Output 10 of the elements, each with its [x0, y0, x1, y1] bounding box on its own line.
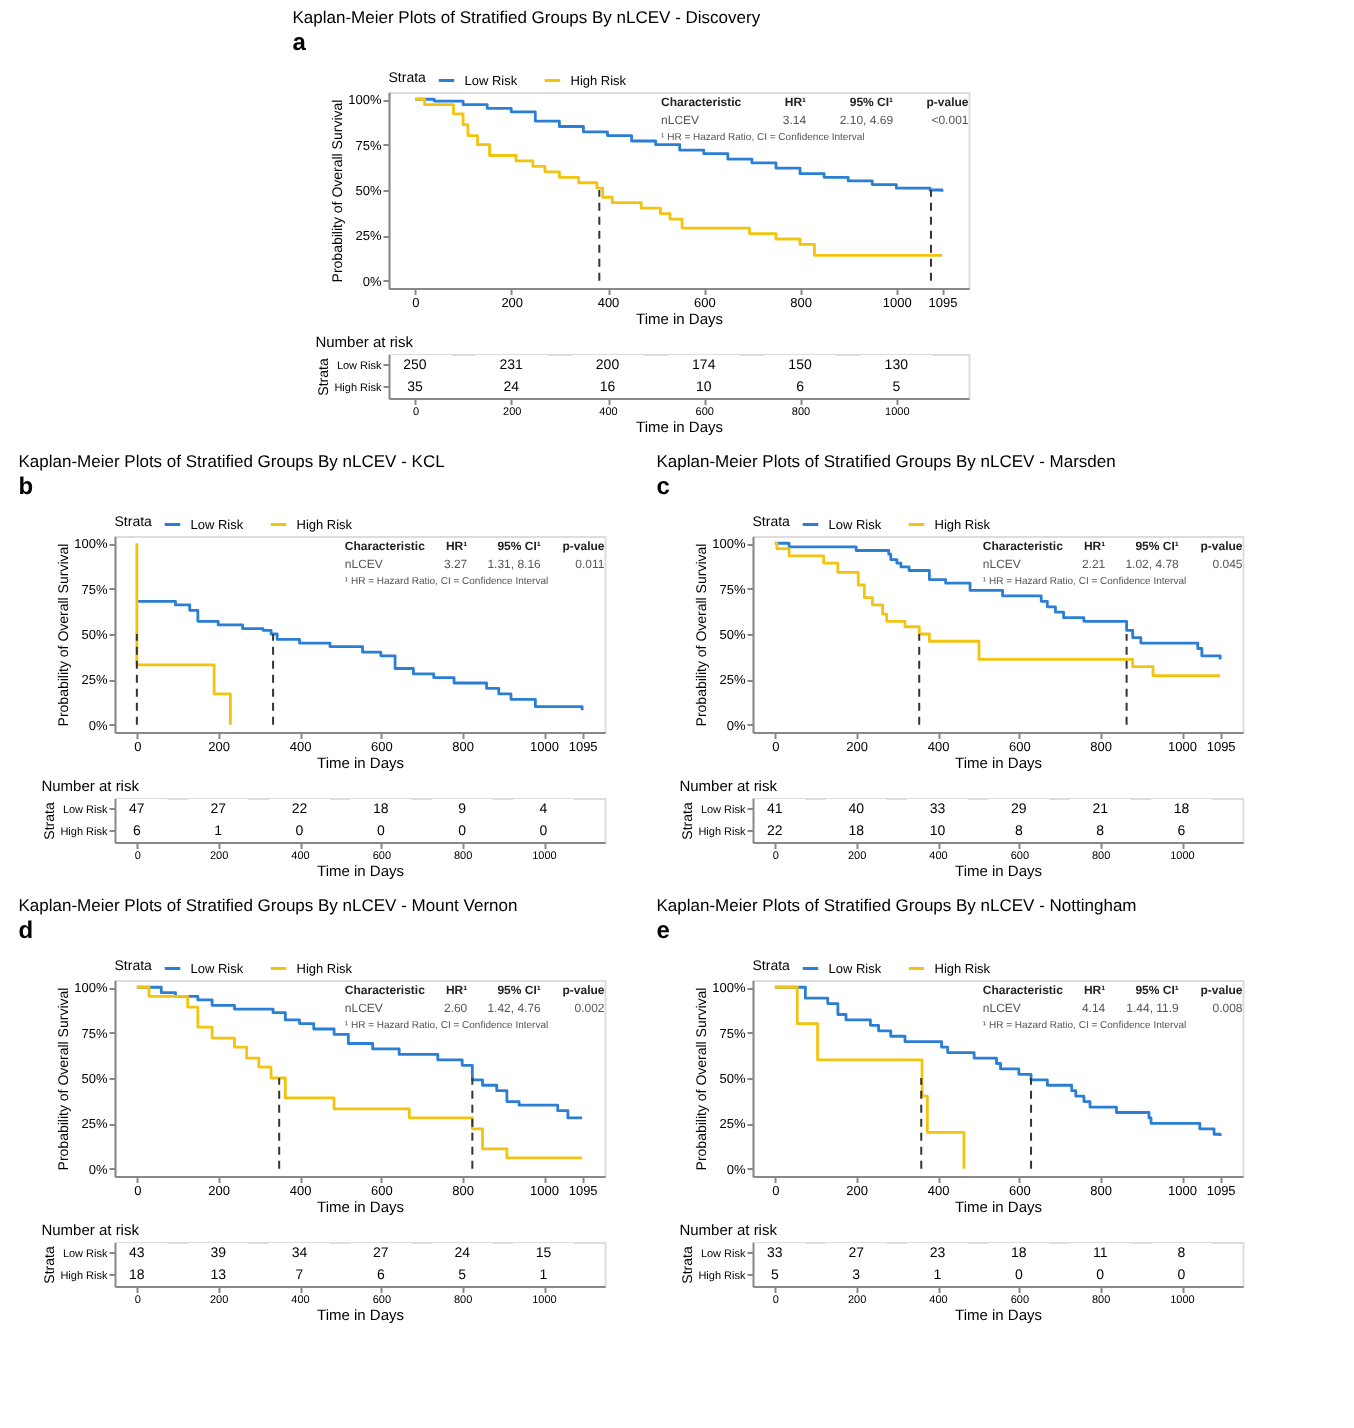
chart-title: Kaplan-Meier Plots of Stratified Groups By nLCEV - Marsden: [656, 451, 1117, 471]
text: a: [292, 28, 307, 56]
text: b: [18, 472, 34, 500]
text: e: [656, 916, 671, 944]
chart-title: Kaplan-Meier Plots of Stratified Groups By nLCEV - Discovery: [292, 7, 762, 27]
chart-title: Kaplan-Meier Plots of Stratified Groups By nLCEV - Nottingham: [656, 895, 1137, 915]
chart-title: Kaplan-Meier Plots of Stratified Groups By nLCEV - KCL: [18, 451, 446, 471]
text: d: [18, 916, 34, 944]
text: c: [656, 472, 671, 500]
chart-title: Kaplan-Meier Plots of Stratified Groups By nLCEV - Mount Vernon: [18, 895, 518, 915]
